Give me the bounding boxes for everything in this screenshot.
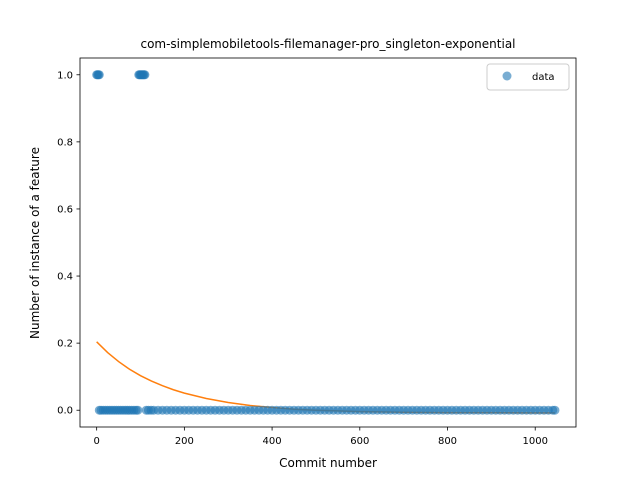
x-tick-label: 400 bbox=[263, 436, 282, 447]
x-tick-label: 600 bbox=[350, 436, 369, 447]
x-tick-label: 200 bbox=[175, 436, 194, 447]
x-tick-label: 0 bbox=[93, 436, 99, 447]
x-tick-label: 800 bbox=[438, 436, 457, 447]
x-axis-ticks: 0 200 400 600 800 1000 bbox=[93, 427, 548, 447]
data-point bbox=[94, 70, 104, 80]
legend-box bbox=[486, 63, 570, 91]
x-axis-label: Commit number bbox=[279, 456, 377, 470]
y-tick-label: 0.8 bbox=[57, 137, 73, 148]
y-tick-label: 0.2 bbox=[57, 339, 73, 350]
x-tick-label: 1000 bbox=[522, 436, 547, 447]
legend: data bbox=[486, 63, 570, 91]
y-axis-label: Number of instance of a feature bbox=[28, 147, 42, 339]
data-point bbox=[550, 405, 560, 415]
plot-area bbox=[80, 58, 576, 427]
data-points-layer bbox=[92, 70, 560, 415]
y-tick-label: 0.0 bbox=[57, 406, 73, 417]
chart-title: com-simplemobiletools-filemanager-pro_si… bbox=[140, 37, 515, 51]
legend-marker-data bbox=[502, 71, 512, 81]
data-point bbox=[140, 70, 150, 80]
plot-frame bbox=[79, 57, 577, 428]
y-tick-label: 0.4 bbox=[57, 272, 73, 283]
legend-label-data: data bbox=[532, 72, 555, 83]
y-tick-label: 1.0 bbox=[57, 70, 73, 81]
y-tick-label: 0.6 bbox=[57, 204, 73, 215]
y-axis-ticks: 0.0 0.2 0.4 0.6 0.8 1.0 bbox=[57, 70, 80, 417]
data-point bbox=[133, 405, 143, 415]
